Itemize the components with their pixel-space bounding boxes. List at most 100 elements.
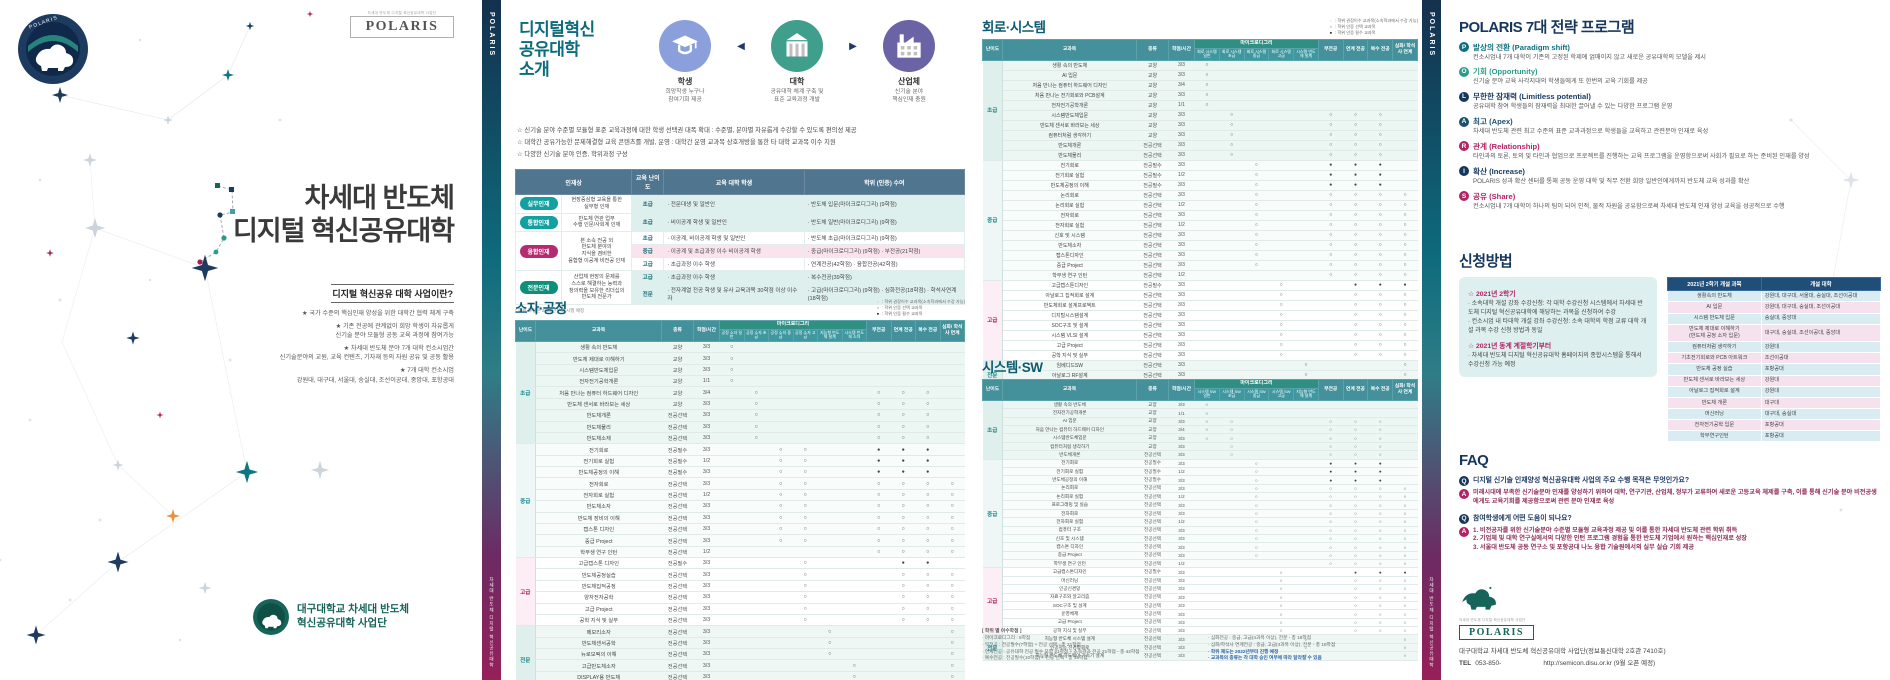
- course-mark: ○: [1343, 120, 1368, 131]
- course-name: 뉴로모픽의 이해: [535, 648, 662, 661]
- course-mark: ○: [1392, 220, 1418, 231]
- course-row: 중급 Project 전공선택 3/3 ○ ○ ○ ○ ○: [982, 551, 1418, 561]
- course-col-header: 종류: [661, 320, 694, 342]
- course-mark: ○: [793, 489, 818, 502]
- course-mark: [940, 409, 965, 422]
- course-mark: ○: [1367, 526, 1393, 535]
- course-mark: [1318, 576, 1344, 586]
- course-type: 전공선택: [661, 625, 694, 638]
- course-mark: [768, 557, 793, 570]
- course-mark: [1194, 200, 1220, 211]
- course-mark: ○: [768, 512, 793, 524]
- course-mark: ○: [915, 534, 940, 547]
- course-name: 중급 Project: [1002, 551, 1137, 561]
- course-mark: ○: [1318, 450, 1344, 460]
- course-name: 자료구조와 알고리즘: [1002, 593, 1137, 602]
- talent-degree: · 반도체 초급(마이크로디그리) (9학점): [803, 231, 966, 245]
- course-name: 생활 속의 반도체: [1002, 60, 1137, 71]
- course-credit: 3/3: [693, 512, 720, 524]
- course-mark: [940, 421, 965, 433]
- course-mark: [719, 489, 744, 502]
- course-mark: ○: [940, 648, 965, 661]
- course-mark: ○: [1343, 542, 1368, 552]
- course-mark: [1318, 634, 1344, 644]
- course-type: 전공선택: [1136, 300, 1169, 311]
- course-mark: ○: [1367, 220, 1393, 231]
- course-row: 반도체물리 전공선택 3/3 ○ ○ ○ ○: [515, 421, 965, 433]
- course-mark: [1194, 551, 1220, 561]
- course-mark: [1293, 260, 1319, 271]
- course-type: 전공선택: [1136, 350, 1169, 361]
- course-mark: [1293, 270, 1319, 281]
- course-mark: [842, 489, 867, 502]
- course-mark: [1244, 280, 1269, 291]
- faq-items: Q 디지털 신기술 인재양성 혁신공유대학 사업의 주요 수행 목적은 무엇인가요…: [1459, 476, 1881, 553]
- legend-item: ● : 학위 인증 필수 교과목: [1328, 30, 1418, 36]
- course-mark: [1293, 542, 1319, 552]
- course-mark: [1194, 150, 1220, 161]
- apply-row: 기초전기회로와 PCB 아트워크 조선이공대: [1667, 352, 1882, 365]
- course-name: 프로그래밍 및 실습: [1002, 500, 1137, 510]
- course-mark: [1219, 180, 1245, 191]
- strategy-letter-badge: O: [1459, 66, 1469, 77]
- course-mark: [940, 352, 965, 365]
- course-mark: [1219, 475, 1245, 485]
- course-mark: [1367, 360, 1393, 371]
- polaris-logo-badge: P O L A R I S: [16, 12, 90, 91]
- course-mark: [1219, 576, 1245, 586]
- course-mark: ○: [1392, 300, 1418, 311]
- course-mark: [1293, 220, 1319, 231]
- course-mark: ○: [1244, 220, 1269, 231]
- course-mark: [768, 341, 793, 354]
- talent-level: 전문: [631, 283, 665, 305]
- course-credit: 3/3: [1168, 526, 1195, 535]
- course-mark: ●: [891, 455, 916, 468]
- course-credit: 3/3: [1168, 576, 1195, 586]
- microdegree-col-header: 시스템 SW 초급: [1218, 387, 1245, 401]
- strategy-item-title: 공유 (Share): [1473, 191, 1516, 201]
- course-mark: [1244, 593, 1269, 602]
- course-mark: [1293, 567, 1319, 577]
- course-mark: [842, 375, 867, 388]
- course-mark: ○: [866, 421, 891, 433]
- course-mark: [842, 364, 867, 377]
- course-row: 중급 전기회로 전공필수 3/3 ○ ● ● ●: [982, 160, 1418, 281]
- page-title-line1: 디지털혁신: [519, 20, 595, 39]
- course-mark: ○: [1219, 433, 1245, 443]
- course-mark: [1219, 190, 1245, 201]
- course-type: 전공선택: [661, 477, 694, 490]
- page-title-line3: 소개: [519, 60, 550, 80]
- course-mark: ○: [1343, 240, 1368, 251]
- course-row: 고급 고급캡스톤디자인 전공필수 3/3 ○ ● ● ●: [982, 567, 1418, 636]
- course-credit: 1/2: [693, 489, 720, 502]
- course-mark: ○: [1392, 576, 1418, 586]
- strategy-item: I 확산 (Increase) POLARIS 성과 확산 센터를 통해 공동 운영…: [1459, 166, 1879, 186]
- course-col-header: 부전공: [1317, 39, 1344, 61]
- course-name: 캡스톤디자인: [1002, 250, 1137, 261]
- talent-row: 융합인재 본 소속 전공 외 반도체 분야의 지식을 겸비한 융합형 이공계 비전…: [514, 231, 966, 271]
- stamp-wordmark: POLARIS: [350, 16, 454, 38]
- course-mark: ○: [793, 477, 818, 490]
- course-type: 전공선택: [1136, 270, 1169, 281]
- course-mark: [768, 671, 793, 680]
- legend-item: ● : 학위 인증 필수 교과목: [875, 311, 965, 317]
- course-mark: ○: [842, 671, 867, 680]
- course-mark: ○: [1392, 250, 1418, 261]
- course-credit: 3/4: [693, 386, 720, 399]
- course-credit: 3/3: [1168, 442, 1195, 452]
- course-mark: [1392, 459, 1418, 468]
- course-mark: [768, 398, 793, 411]
- talent-students: · 전문대생 및 일반인: [663, 194, 805, 214]
- apply-course: 시스템 반도체 입문: [1667, 312, 1762, 325]
- course-mark: [793, 364, 818, 377]
- legend-item: ○ : 학위 권장이수 교과목(소속학과에서 수강 가능): [1328, 18, 1418, 24]
- course-mark: ○: [1244, 509, 1269, 519]
- course-row: 자료구조와 알고리즘 전공선택 3/3 ○ ○ ○ ○: [982, 593, 1418, 602]
- course-mark: [842, 580, 867, 593]
- course-name: 전기회로: [1002, 459, 1137, 468]
- course-level: 중급: [982, 459, 1003, 569]
- course-mark: ○: [1268, 576, 1294, 586]
- legend-text: : 학위 권장이수 교과목(소속학과에서 수강 가능): [880, 299, 965, 305]
- course-credit: 1/2: [1168, 559, 1195, 569]
- course-row: 신호 및 시스템 전공선택 3/3 ○ ○ ○ ○ ○: [982, 534, 1418, 544]
